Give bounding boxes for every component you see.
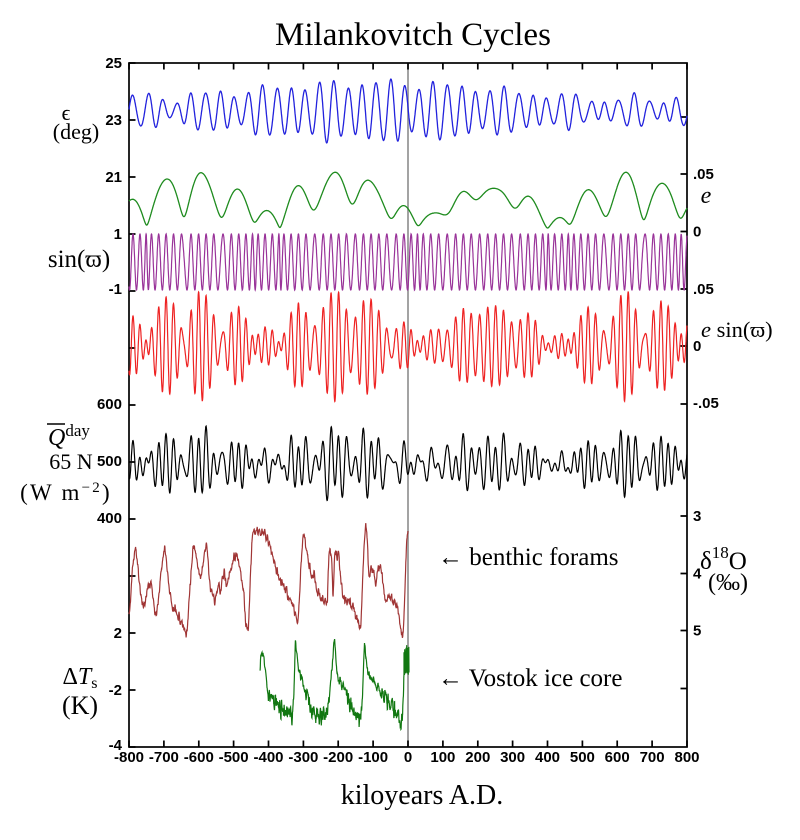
svg-text:1: 1 (114, 226, 122, 243)
svg-text:-700: -700 (149, 749, 179, 766)
svg-text:-.05: -.05 (693, 395, 719, 412)
svg-text:.05: .05 (693, 281, 714, 298)
svg-text:23: 23 (105, 112, 122, 129)
svg-text:600: 600 (605, 749, 630, 766)
svg-text:-200: -200 (323, 749, 353, 766)
svg-text:0: 0 (693, 338, 701, 355)
svg-text:e: e (701, 183, 712, 209)
svg-text:3: 3 (693, 508, 701, 525)
svg-text:Qday: Qday (48, 421, 90, 451)
svg-text:500: 500 (97, 453, 122, 470)
svg-text:300: 300 (500, 749, 525, 766)
svg-text:100: 100 (430, 749, 455, 766)
svg-text:25: 25 (105, 55, 122, 72)
svg-text:kiloyears A.D.: kiloyears A.D. (341, 780, 504, 811)
svg-text:-600: -600 (184, 749, 214, 766)
svg-text:400: 400 (97, 510, 122, 527)
svg-text:4: 4 (693, 566, 702, 583)
svg-text:← Vostok ice core: ← Vostok ice core (438, 665, 622, 692)
svg-text:-800: -800 (114, 749, 144, 766)
svg-text:200: 200 (465, 749, 490, 766)
svg-text:δ18O: δ18O (700, 543, 747, 575)
svg-text:-300: -300 (288, 749, 318, 766)
svg-text:800: 800 (674, 749, 699, 766)
svg-text:500: 500 (570, 749, 595, 766)
svg-text:-100: -100 (358, 749, 388, 766)
svg-text:21: 21 (105, 169, 122, 186)
svg-text:Milankovitch Cycles: Milankovitch Cycles (275, 17, 551, 53)
svg-text:ΔTs: ΔTs (62, 664, 97, 692)
svg-text:400: 400 (535, 749, 560, 766)
svg-text:-1: -1 (109, 281, 122, 298)
svg-text:e sin(ϖ): e sin(ϖ) (701, 317, 773, 342)
svg-text:(deg): (deg) (53, 119, 99, 144)
svg-text:← benthic forams: ← benthic forams (438, 544, 619, 571)
svg-text:600: 600 (97, 396, 122, 413)
svg-text:5: 5 (693, 623, 701, 640)
svg-text:2: 2 (114, 625, 122, 642)
svg-text:-500: -500 (219, 749, 249, 766)
svg-text:(‰): (‰) (708, 570, 748, 596)
svg-text:-2: -2 (109, 682, 122, 699)
svg-text:sin(ϖ): sin(ϖ) (48, 246, 110, 273)
svg-text:65 N: 65 N (49, 449, 93, 474)
svg-text:700: 700 (640, 749, 665, 766)
svg-text:(K): (K) (62, 691, 98, 720)
svg-text:.05: .05 (693, 166, 714, 183)
svg-text:ϵ: ϵ (62, 100, 71, 125)
svg-text:0: 0 (404, 749, 412, 766)
svg-text:-400: -400 (253, 749, 283, 766)
svg-text:0: 0 (693, 224, 701, 241)
svg-text:-4: -4 (109, 737, 123, 754)
